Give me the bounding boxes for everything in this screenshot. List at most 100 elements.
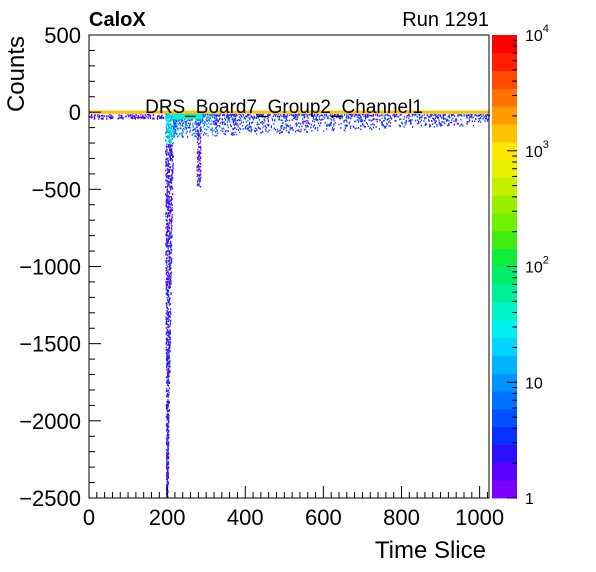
heatmap-cell (345, 119, 348, 122)
x-axis: 0 200 400 600 800 1000 (83, 486, 504, 530)
heatmap-cell (410, 119, 412, 122)
colorbar-segment (492, 124, 517, 143)
heatmap-cell (298, 126, 300, 128)
heatmap-cell (170, 232, 172, 235)
heatmap-cell (360, 116, 362, 119)
heatmap-cell (167, 462, 169, 465)
heatmap-cell (165, 117, 167, 120)
heatmap-cell (351, 115, 353, 118)
heatmap-cell (283, 127, 285, 129)
heatmap-cell (249, 118, 251, 121)
heatmap-cell (264, 116, 267, 119)
heatmap-cell (371, 128, 373, 130)
heatmap-cell (200, 173, 202, 176)
heatmap-cell (166, 215, 169, 217)
heatmap-cell (320, 114, 322, 117)
heatmap-cell (204, 113, 206, 116)
heatmap-cell (169, 199, 172, 202)
heatmap-cell (345, 116, 347, 119)
heatmap-cell (197, 152, 199, 155)
heatmap-cell (316, 113, 318, 116)
heatmap-cell (169, 144, 171, 147)
heatmap-cell (232, 120, 234, 122)
heatmap-cell (170, 280, 172, 283)
heatmap-cell (172, 123, 174, 126)
heatmap-cell (281, 115, 283, 118)
heatmap-cell (204, 128, 206, 130)
heatmap-cell (186, 130, 188, 133)
heatmap-cell (166, 182, 168, 185)
heatmap-cell (173, 133, 175, 135)
pulse-cluster (172, 113, 203, 120)
heatmap-cell (169, 360, 171, 362)
heatmap-cell (169, 329, 171, 332)
heatmap-cell (198, 124, 200, 127)
heatmap-cell (444, 114, 446, 116)
heatmap-cell (109, 114, 111, 117)
colorbar-segment (492, 213, 517, 232)
heatmap-cell (305, 128, 307, 131)
heatmap-cell (173, 135, 175, 138)
heatmap-cell (172, 141, 175, 144)
heatmap-cell (170, 319, 172, 322)
heatmap-cell (270, 125, 272, 127)
heatmap-cell (216, 114, 218, 117)
heatmap-cell (111, 117, 113, 119)
heatmap-cell (171, 193, 174, 196)
heatmap-cell (161, 115, 163, 118)
heatmap-cell (166, 475, 168, 478)
heatmap-cell (144, 114, 146, 116)
heatmap-cell (249, 113, 251, 116)
heatmap-cell (209, 118, 211, 121)
heatmap-cell (479, 119, 481, 122)
heatmap-cell (165, 358, 167, 361)
heatmap-cell (167, 278, 169, 280)
heatmap-cell (235, 119, 237, 122)
heatmap-cell (168, 346, 171, 348)
heatmap-cell (401, 122, 404, 125)
heatmap-cell (215, 115, 218, 118)
heatmap-cell (426, 114, 428, 117)
heatmap-cell (171, 124, 173, 127)
heatmap-cell (244, 127, 246, 130)
heatmap-cell (173, 119, 176, 122)
heatmap-cell (404, 121, 406, 124)
heatmap-cell (167, 431, 169, 434)
heatmap-cell (170, 209, 172, 211)
heatmap-cell (267, 120, 269, 123)
heatmap-cell (365, 116, 367, 119)
heatmap-cell (323, 115, 325, 118)
heatmap-cell (282, 122, 284, 124)
heatmap-cell (179, 122, 181, 125)
heatmap-cell (204, 121, 206, 123)
heatmap-cell (451, 115, 453, 117)
heatmap-cell (127, 113, 129, 116)
heatmap-cell (167, 301, 169, 304)
heatmap-cell (166, 451, 168, 454)
heatmap-cell (265, 130, 267, 132)
heatmap-cell (212, 121, 215, 124)
heatmap-cell (412, 126, 414, 128)
heatmap-cell (181, 132, 183, 135)
heatmap-cell (168, 354, 170, 357)
heatmap-cell (466, 121, 468, 123)
heatmap-cell (311, 129, 313, 132)
heatmap-cell (408, 120, 410, 122)
heatmap-cell (365, 114, 367, 116)
heatmap-cell (169, 126, 172, 129)
heatmap-cell (167, 199, 169, 202)
heatmap-cell (165, 355, 168, 358)
heatmap-cell (184, 126, 186, 128)
heatmap-cell (232, 134, 234, 136)
heatmap-cell (358, 113, 360, 116)
heatmap-cell (172, 113, 174, 116)
heatmap-cell (233, 127, 235, 130)
heatmap-cell (167, 124, 169, 126)
heatmap-cell (200, 120, 202, 123)
heatmap-cell (167, 152, 169, 154)
heatmap-cell (200, 126, 202, 129)
heatmap-cell (200, 140, 202, 142)
y-tick-label: −1000 (19, 255, 81, 280)
heatmap-cell (474, 113, 477, 116)
heatmap-cell (228, 117, 231, 119)
